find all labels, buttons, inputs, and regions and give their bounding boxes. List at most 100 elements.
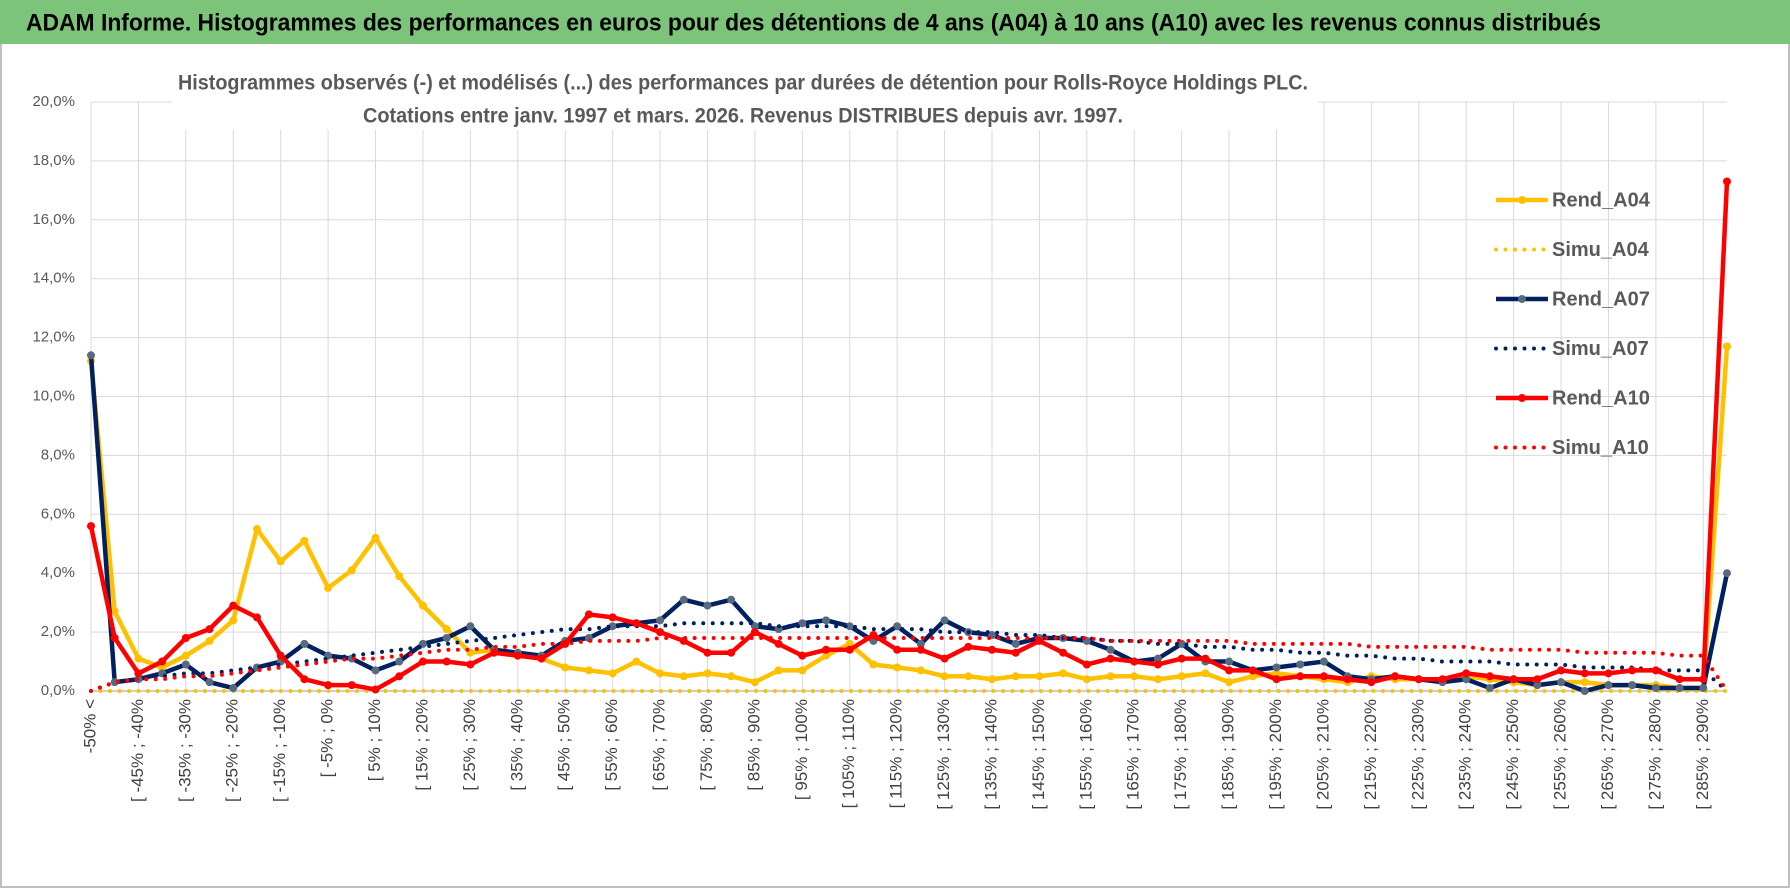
data-point (324, 583, 333, 592)
legend-label: Rend_A10 (1552, 387, 1650, 409)
data-point (1296, 672, 1305, 681)
data-point (1319, 657, 1328, 666)
data-point (987, 645, 996, 654)
data-point (1651, 684, 1660, 693)
data-point (1533, 681, 1542, 690)
data-point (1011, 672, 1020, 681)
data-point (1319, 672, 1328, 681)
legend-marker (1518, 394, 1526, 402)
y-tick-label: 4,0% (41, 564, 75, 581)
data-point (371, 666, 380, 675)
data-point (87, 351, 95, 360)
data-point (632, 657, 641, 666)
data-point (1699, 675, 1708, 684)
legend-label: Rend_A07 (1552, 288, 1650, 310)
data-point (513, 651, 522, 660)
legend-label: Simu_A10 (1552, 437, 1649, 459)
data-point (87, 522, 95, 531)
x-tick-label: [ -15% ; -10% (270, 699, 289, 802)
x-tick-label: [ 45% ; 50% (555, 699, 574, 791)
data-point (679, 595, 688, 604)
data-point (252, 525, 261, 534)
data-point (1272, 663, 1281, 672)
data-point (1343, 675, 1352, 684)
data-point (798, 666, 807, 675)
data-point (1153, 660, 1162, 669)
data-point (418, 657, 427, 666)
data-point (110, 607, 119, 616)
data-point (1106, 672, 1115, 681)
x-tick-label: [ -5% ; 0% (318, 699, 337, 777)
chart-subtitle: Cotations entre janv. 1997 et mars. 2026… (363, 105, 1123, 128)
legend-marker (1518, 196, 1526, 204)
data-point (774, 639, 783, 648)
y-tick-label: 14,0% (32, 270, 75, 287)
x-tick-label: [ 245% ; 250% (1503, 699, 1522, 810)
data-point (1201, 669, 1210, 678)
data-point (845, 622, 854, 631)
data-point (276, 651, 285, 660)
data-point (537, 654, 546, 663)
data-point (656, 628, 665, 637)
x-tick-label: [ 105% ; 110% (839, 699, 858, 808)
data-point (893, 622, 902, 631)
x-tick-label: [ -35% ; -30% (175, 699, 194, 802)
data-point (1462, 675, 1471, 684)
y-tick-label: 12,0% (32, 329, 75, 346)
data-point (561, 663, 570, 672)
data-point (656, 616, 665, 625)
data-point (1177, 654, 1186, 663)
data-point (561, 639, 570, 648)
data-point (276, 557, 285, 566)
data-point (703, 669, 712, 678)
data-point (845, 645, 854, 654)
data-point (1485, 684, 1494, 693)
data-point (1153, 654, 1162, 663)
data-point (158, 663, 167, 672)
data-point (893, 645, 902, 654)
chart-title: Histogrammes observés (-) et modélisés (… (178, 72, 1308, 95)
x-tick-label: [ 145% ; 150% (1029, 699, 1048, 810)
header-bar (0, 0, 1790, 44)
x-tick-label: [ 25% ; 30% (460, 699, 479, 791)
data-point (1651, 666, 1660, 675)
x-tick-label: [ 175% ; 180% (1171, 699, 1190, 810)
title-background (172, 64, 1318, 130)
data-point (750, 678, 759, 687)
data-point (1106, 645, 1115, 654)
data-point (134, 669, 143, 678)
x-tick-label: [ 125% ; 130% (934, 699, 953, 810)
data-point (395, 672, 404, 681)
x-tick-label: [ 225% ; 230% (1408, 699, 1427, 810)
data-point (229, 616, 238, 625)
data-point (229, 684, 238, 693)
x-tick-label: [ 155% ; 160% (1076, 699, 1095, 810)
data-point (727, 672, 736, 681)
data-point (205, 678, 214, 687)
data-point (1438, 675, 1447, 684)
data-point (252, 613, 261, 622)
data-point (1723, 177, 1731, 186)
data-point (987, 675, 996, 684)
x-tick-label: [ 195% ; 200% (1266, 699, 1285, 810)
x-tick-label: [ 85% ; 90% (744, 699, 763, 791)
data-point (1628, 666, 1637, 675)
data-point (632, 619, 641, 628)
x-tick-label: [ 5% ; 10% (365, 699, 384, 781)
data-point (1035, 672, 1044, 681)
data-point (324, 681, 333, 690)
data-point (656, 669, 665, 678)
data-point (466, 622, 475, 631)
data-point (1225, 666, 1234, 675)
data-point (205, 636, 214, 645)
x-tick-label: [ 75% ; 80% (697, 699, 716, 791)
x-tick-label: [ -45% ; -40% (128, 699, 147, 802)
x-tick-label: [ 285% ; 290% (1693, 699, 1712, 810)
data-point (1723, 569, 1731, 578)
data-point (608, 613, 617, 622)
data-point (181, 633, 190, 642)
data-point (1248, 666, 1257, 675)
data-point (1082, 660, 1091, 669)
